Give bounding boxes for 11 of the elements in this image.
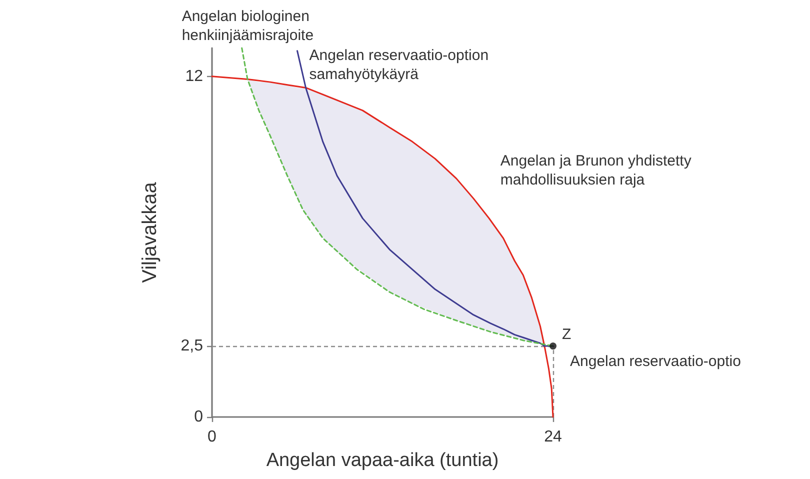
annotation: Angelan reservaatio-optio	[570, 353, 741, 370]
y-axis-title: Viljavakkaa	[139, 181, 161, 283]
y-tick-label: 12	[185, 68, 204, 85]
series-label: Angelan ja Brunon yhdistetty mahdollisuuksien raja	[500, 152, 696, 189]
series-label: Angelan biologinen henkiinjäämisrajoite	[182, 8, 314, 44]
x-axis-title: Angelan vapaa-aika (tuntia)	[266, 450, 499, 471]
annotation: Z	[562, 326, 572, 344]
series-label: Angelan reservaatio-option samahyötykäyrä	[309, 46, 493, 83]
x-tick-label: 24	[544, 428, 562, 446]
y-tick-label: 2,5	[180, 338, 204, 355]
y-tick-label: 0	[194, 408, 204, 426]
